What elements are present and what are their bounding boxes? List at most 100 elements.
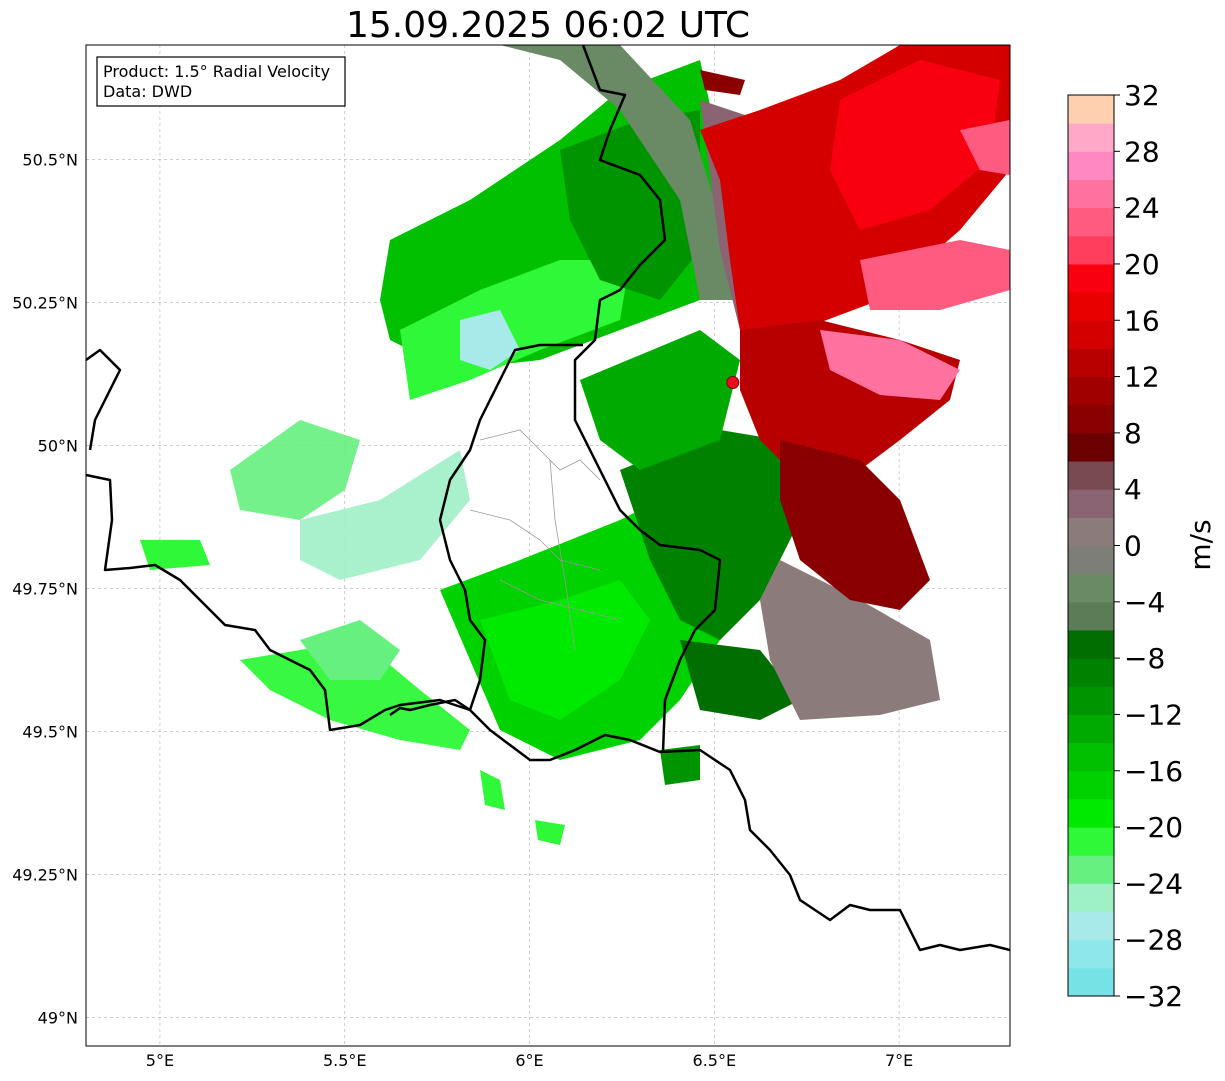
colorbar-tick-label: 4 [1124,473,1142,506]
echo-red-bright [830,60,1000,230]
colorbar-tick-label: 32 [1124,79,1160,112]
colorbar-tick-label: −4 [1124,586,1165,619]
echo-south-green [660,745,700,785]
colorbar-segment [1068,545,1114,575]
echo-grey-transition-south [760,560,940,720]
colorbar-segment [1068,629,1114,659]
lat-tick-label: 50°N [38,436,78,455]
colorbar-segment [1068,461,1114,490]
echo-west-cyan [300,450,470,580]
colorbar-tick-label: 24 [1124,192,1160,225]
colorbar-label: m/s [1184,519,1217,570]
colorbar-segment [1068,517,1114,546]
colorbar-segment [1068,95,1114,124]
border-belgium-germany [573,45,722,753]
lat-tick-label: 50.5°N [22,150,78,169]
colorbar-segment [1068,489,1114,518]
colorbar-tick-label: 16 [1124,304,1160,337]
colorbar-segment [1068,714,1114,744]
radar-echo-field [140,45,1010,845]
colorbar-tick-label: 8 [1124,417,1142,450]
colorbar-tick-label: 0 [1124,530,1142,563]
colorbar-ticks: 32 28 24 20 16 12 8 4 0 −4 −8 −12 −16 −20 −24 −28 −32 [1114,79,1183,1013]
colorbar-segment [1068,911,1114,941]
map-title: 15.09.2025 06:02 UTC [346,5,750,46]
colorbar-segment [1068,686,1114,715]
echo-sw-light [300,620,400,680]
echo-pink-east [860,240,1010,310]
colorbar-segment [1068,376,1114,406]
lon-tick-label: 6°E [515,1051,543,1070]
colorbar: 32 28 24 20 16 12 8 4 0 −4 −8 −12 −16 −20 −24 −28 −32 m/… [1067,79,1217,1013]
info-box: Product: 1.5° Radial Velocity Data: DWD [96,56,346,107]
colorbar-tick-label: −24 [1124,867,1183,900]
colorbar-tick-label: −12 [1124,698,1183,731]
echo-central-dark [620,430,800,640]
country-borders [86,45,1010,952]
colorbar-tick-label: −28 [1124,924,1183,957]
colorbar-segment [1068,179,1114,209]
info-box-product: Product: 1.5° Radial Velocity [103,62,330,81]
echo-sw-green [240,640,470,750]
colorbar-tick-label: 28 [1124,135,1160,168]
colorbar-segment [1068,263,1114,293]
colorbar-segment [1068,432,1114,462]
colorbar-segment [1068,827,1114,856]
colorbar-tick-label: 12 [1124,361,1160,394]
echo-west-light [230,420,360,520]
colorbar-segment [1068,939,1114,969]
echo-darkred-north [700,70,745,95]
lon-tick-label: 5.5°E [323,1051,367,1070]
echo-west-green [140,540,210,570]
colorbar-segment [1068,967,1114,997]
colorbar-segment [1068,601,1114,631]
colorbar-segment [1068,798,1114,828]
colorbar-segment [1068,207,1114,237]
colorbar-segment [1068,658,1114,687]
colorbar-segment [1068,855,1114,884]
lon-tick-label: 7°E [885,1051,913,1070]
echo-north-cyan [460,310,520,370]
echo-north-light-green [400,260,630,400]
colorbar-segment [1068,573,1114,603]
lat-tick-label: 50.25°N [12,293,78,312]
lat-tick-label: 49.25°N [12,865,78,884]
echo-pink-mid [820,330,960,400]
colorbar-tick-label: −20 [1124,811,1183,844]
echo-east-radial-green [580,330,740,470]
echo-south-small [480,770,505,810]
echo-south-small2 [535,820,565,845]
longitude-tick-labels: 5°E 5.5°E 6°E 6.5°E 7°E [146,1051,913,1070]
district-lines [469,429,621,651]
lat-tick-label: 49.75°N [12,579,78,598]
info-box-frame [96,56,346,107]
colorbar-segment [1068,770,1114,800]
border-luxembourg [389,343,583,717]
colorbar-segment [1068,235,1114,265]
map-frame [85,44,1011,1047]
echo-pink-ne [960,120,1010,175]
radar-site-marker [726,375,740,389]
colorbar-tick-label: 20 [1124,248,1160,281]
lat-tick-label: 49.5°N [22,722,78,741]
lon-tick-label: 5°E [146,1051,174,1070]
district-line-2 [469,509,601,571]
colorbar-segment [1068,320,1114,349]
colorbar-segment [1068,883,1114,913]
echo-central-bright [480,580,650,720]
border-nw [86,348,122,451]
district-line-4 [549,459,576,651]
echo-southeast-green [680,640,800,720]
colorbar-segment [1068,348,1114,378]
latitude-tick-labels: 50.5°N 50.25°N 50°N 49.75°N 49.5°N 49.25°N 49°… [12,150,78,1027]
echo-darkred-south [780,440,930,610]
colorbar-tick-label: −16 [1124,755,1183,788]
colorbar-segment [1068,404,1114,434]
border-france-belgium [86,473,1010,952]
colorbar-segments [1068,95,1114,997]
colorbar-tick-label: −8 [1124,642,1165,675]
echo-grey-transition-north [500,45,740,300]
lon-tick-label: 6.5°E [693,1051,737,1070]
district-line-3 [499,579,621,621]
